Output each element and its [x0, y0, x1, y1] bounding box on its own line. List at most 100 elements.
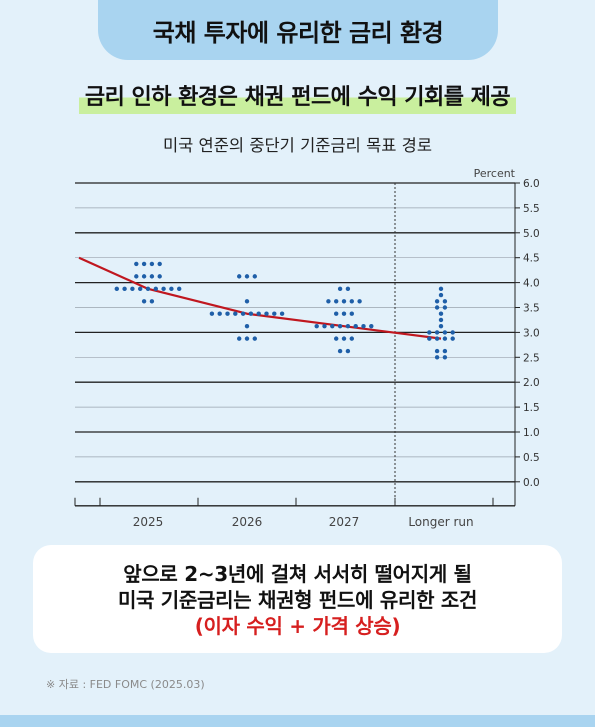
dot-2027: [345, 348, 351, 354]
dot-longer-run: [442, 348, 448, 354]
dot-2027: [345, 286, 351, 292]
dot-2026: [237, 274, 242, 279]
dot-longer-run: [442, 299, 448, 304]
dot-2027: [369, 323, 374, 329]
dot-2026: [240, 311, 246, 316]
dot-2025: [149, 274, 155, 279]
dot-longer-run: [434, 348, 440, 354]
dot-2025: [157, 274, 162, 279]
dot-2027: [334, 336, 339, 341]
dot-2026: [209, 311, 215, 316]
dot-2027: [357, 299, 362, 304]
y-tick-label: 1.0: [523, 427, 540, 439]
page-title: 국채 투자에 유리한 금리 환경: [98, 0, 498, 60]
x-category-label: 2027: [329, 515, 360, 529]
y-tick-label: 6.0: [523, 178, 540, 190]
dot-2025: [169, 286, 174, 292]
dot-2025: [134, 274, 139, 279]
dot-2025: [149, 299, 155, 304]
dot-2027: [341, 336, 347, 341]
y-tick-label: 3.0: [523, 327, 540, 339]
dot-longer-run: [438, 317, 444, 323]
source-note: ※ 자료 : FED FOMC (2025.03): [46, 678, 205, 691]
dot-2026: [244, 323, 250, 329]
dot-longer-run: [450, 330, 455, 335]
dot-longer-run: [450, 336, 455, 341]
dot-layer: [114, 261, 455, 360]
dot-longer-run: [438, 286, 444, 292]
dot-2025: [114, 286, 120, 292]
dot-2025: [138, 286, 143, 292]
axis-layer: 0.0 0.5 1.0 1.5 2.0 2.5 3.0 3.5 4.0 4.5 5.0 5.5 6.0 2…: [74, 178, 540, 529]
y-tick-label: 5.0: [523, 228, 540, 240]
dot-2025: [145, 286, 151, 292]
y-tick-label: 4.0: [523, 278, 540, 290]
dot-2025: [134, 261, 139, 267]
dot-2026: [279, 311, 285, 316]
dot-2027: [349, 336, 354, 341]
dot-longer-run: [434, 336, 440, 341]
dot-longer-run: [442, 336, 448, 341]
dot-2027: [349, 299, 354, 304]
dot-longer-run: [442, 330, 448, 335]
dot-longer-run: [434, 355, 440, 360]
subtitle-container: 금리 인하 환경은 채권 펀드에 수익 기회를 제공: [0, 82, 595, 114]
dot-2026: [252, 274, 257, 279]
x-category-label: 2025: [133, 515, 164, 529]
dot-2026: [237, 336, 242, 341]
x-category-label: 2026: [232, 515, 263, 529]
y-tick-label: 4.5: [523, 253, 540, 265]
dot-longer-run: [427, 330, 432, 335]
dot-2025: [130, 286, 135, 292]
dot-2027: [337, 323, 343, 329]
dot-2026: [244, 336, 250, 341]
chart-title: 미국 연준의 중단기 기준금리 목표 경로: [162, 136, 433, 155]
median-path-line: [78, 256, 442, 340]
dot-longer-run: [442, 355, 448, 360]
y-unit-label: Percent: [474, 167, 516, 180]
dot-2027: [337, 348, 343, 354]
dot-2027: [349, 311, 354, 316]
dot-2026: [264, 311, 269, 316]
dot-longer-run: [438, 323, 444, 329]
dot-2025: [157, 261, 162, 267]
dot-longer-run: [442, 305, 448, 310]
dot-2027: [330, 323, 335, 329]
dot-2027: [326, 299, 331, 304]
dot-2025: [141, 299, 147, 304]
dot-2027: [345, 323, 351, 329]
dot-longer-run: [434, 305, 440, 310]
dot-2026: [248, 311, 254, 316]
dot-2027: [322, 323, 327, 329]
subtitle: 금리 인하 환경은 채권 펀드에 수익 기회를 제공: [78, 82, 517, 114]
dot-2026: [233, 311, 238, 316]
dot-2027: [334, 299, 339, 304]
y-tick-label: 2.5: [523, 352, 540, 364]
x-category-label: Longer run: [408, 515, 473, 529]
dot-2026: [252, 336, 257, 341]
callout-line-3: (이자 수익 + 가격 상승): [194, 614, 401, 638]
callout-line-2: 미국 기준금리는 채권형 펀드에 유리한 조건: [117, 588, 478, 612]
grid-layer: [75, 182, 515, 483]
dot-2025: [177, 286, 182, 292]
dot-2026: [217, 311, 222, 316]
y-tick-label: 0.5: [523, 452, 540, 464]
dot-2026: [225, 311, 230, 316]
dot-2027: [334, 311, 339, 316]
dot-2027: [341, 311, 347, 316]
callout-box: 앞으로 2~3년에 걸쳐 서서히 떨어지게 될 미국 기준금리는 채권형 펀드에…: [33, 545, 562, 653]
dot-2027: [337, 286, 343, 292]
y-tick-label: 5.5: [523, 203, 540, 215]
dot-plot-chart: 0.0 0.5 1.0 1.5 2.0 2.5 3.0 3.5 4.0 4.5 5.0 5.5 6.0 2…: [74, 167, 540, 529]
dot-2025: [122, 286, 127, 292]
dot-longer-run: [427, 336, 432, 341]
y-tick-label: 2.0: [523, 377, 540, 389]
callout-line-1: 앞으로 2~3년에 걸쳐 서서히 떨어지게 될: [123, 562, 472, 586]
dot-2027: [341, 299, 347, 304]
y-tick-label: 0.0: [523, 477, 540, 489]
dot-longer-run: [434, 330, 440, 335]
dot-2026: [244, 299, 250, 304]
dot-2025: [161, 286, 166, 292]
y-tick-label: 3.5: [523, 303, 540, 315]
